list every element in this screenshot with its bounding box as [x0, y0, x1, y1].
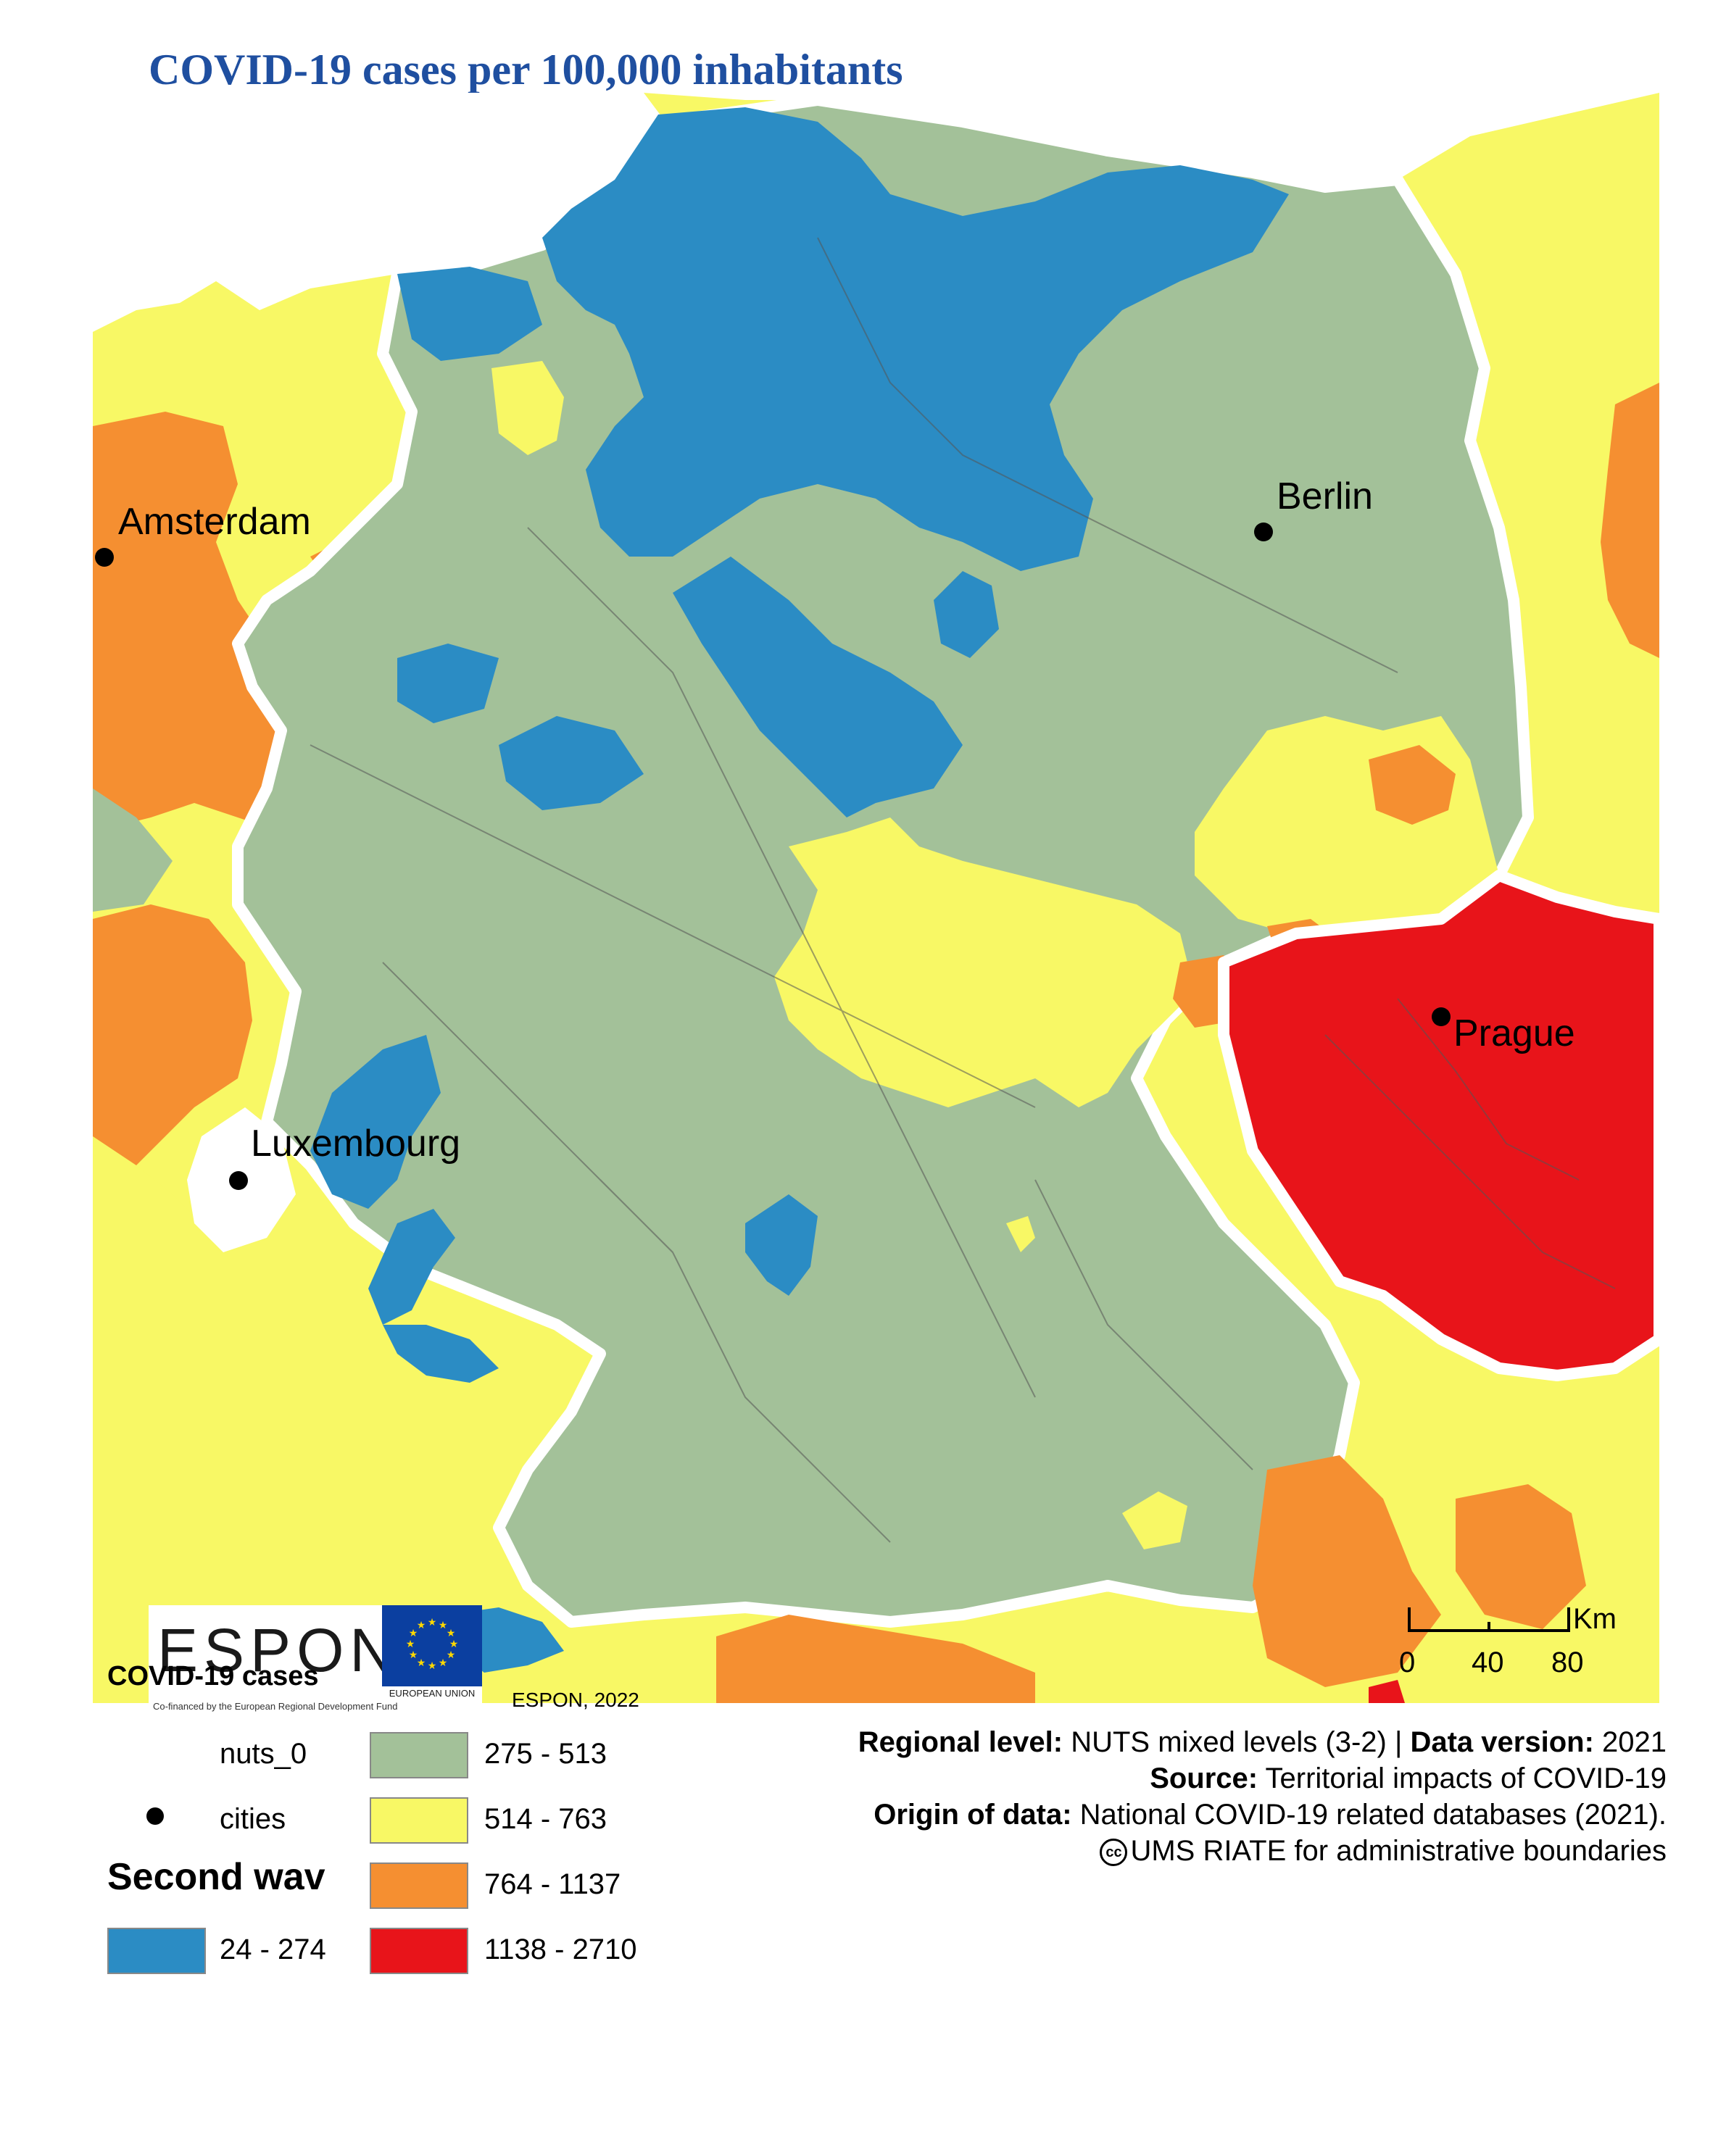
espon-logo: ESPON Co-financed by the European Region…	[149, 1605, 482, 1714]
city-label-prague: Prague	[1453, 1012, 1575, 1054]
region-boundaries	[310, 237, 1616, 1543]
legend-section-title: Second wav	[107, 1856, 325, 1898]
city-label-luxembourg: Luxembourg	[251, 1123, 461, 1165]
legend-label-class-1: 24 - 274	[220, 1934, 326, 1965]
info-source: Source: Territorial impacts of COVID-19	[1150, 1762, 1667, 1795]
scale-tick-0: 0	[1399, 1647, 1416, 1678]
legend-swatch-class-5	[370, 1928, 468, 1974]
svg-text:★: ★	[417, 1657, 426, 1668]
legend-label-class-3: 514 - 763	[484, 1803, 607, 1835]
info-boundaries-text: UMS RIATE for administrative boundaries	[1130, 1835, 1667, 1867]
region-red-small	[1369, 1680, 1405, 1703]
legend-layer-title: COVID-19 cases	[107, 1661, 319, 1691]
info-boundaries: cc UMS RIATE for administrative boundarie…	[1100, 1835, 1667, 1868]
city-label-amsterdam: Amsterdam	[118, 501, 311, 543]
region-yellow-central	[774, 817, 1195, 1107]
legend-swatch-class-1	[107, 1928, 206, 1974]
region-blue-luxembourg	[310, 1035, 441, 1209]
info-origin: Origin of data: National COVID-19 relate…	[874, 1799, 1667, 1831]
region-belgium-yellow	[93, 1136, 202, 1274]
eu-flag-icon: ★ ★ ★ ★ ★ ★ ★ ★ ★ ★ ★ ★	[382, 1605, 482, 1686]
svg-text:★: ★	[447, 1627, 456, 1639]
info-source-value: Territorial impacts of COVID-19	[1258, 1762, 1667, 1794]
region-orange-austria-2	[1456, 1484, 1586, 1629]
info-data-version-key: Data version:	[1410, 1726, 1594, 1758]
svg-text:★: ★	[406, 1638, 415, 1649]
city-dot-amsterdam[interactable]	[95, 548, 114, 567]
scale-bar-line	[1408, 1607, 1570, 1632]
info-source-key: Source:	[1150, 1762, 1258, 1794]
region-yellow-west-1	[491, 361, 564, 455]
legend-label-class-4: 764 - 1137	[484, 1868, 621, 1900]
city-dot-prague[interactable]	[1432, 1007, 1451, 1026]
region-yellow-small-a	[1006, 1216, 1035, 1252]
region-orange-austria-1	[1253, 1455, 1441, 1687]
legend-swatch-class-3	[370, 1797, 468, 1844]
legend-cities-dot-icon	[146, 1807, 164, 1825]
sea-north-east	[644, 93, 1659, 187]
region-blue-west	[397, 267, 542, 361]
eu-caption: EUROPEAN UNION	[389, 1688, 476, 1699]
choropleth-map	[93, 93, 1659, 1703]
city-dot-luxembourg[interactable]	[229, 1171, 248, 1190]
svg-text:★: ★	[428, 1616, 437, 1628]
region-blue-small-2	[499, 716, 644, 810]
city-dot-berlin[interactable]	[1254, 523, 1273, 541]
legend-label-class-5: 1138 - 2710	[484, 1934, 637, 1965]
region-blue-rhine	[383, 1325, 499, 1383]
scale-tick-80: 80	[1551, 1647, 1584, 1678]
espon-wordmark: ESPON	[157, 1616, 400, 1684]
legend-cities-label: cities	[220, 1803, 286, 1835]
legend-swatch-class-4	[370, 1862, 468, 1909]
svg-text:★: ★	[439, 1657, 448, 1668]
scale-unit: Km	[1573, 1603, 1617, 1635]
region-blue-small-1	[397, 644, 499, 723]
info-data-version-value: 2021	[1593, 1726, 1667, 1758]
map-canvas[interactable]: Amsterdam Berlin Prague Luxembourg	[93, 93, 1659, 1703]
sea-north	[93, 93, 665, 332]
espon-credit: ESPON, 2022	[512, 1689, 639, 1711]
legend-swatch-class-2	[370, 1732, 468, 1778]
svg-text:★: ★	[439, 1619, 448, 1631]
info-regional-level-key: Regional level:	[858, 1726, 1063, 1758]
region-belgium-orange	[93, 904, 252, 1165]
svg-text:★: ★	[417, 1619, 426, 1631]
region-blue-north	[542, 107, 1289, 571]
scale-tick-40: 40	[1472, 1647, 1504, 1678]
svg-text:★: ★	[409, 1627, 418, 1639]
legend-nuts-label: nuts_0	[220, 1738, 307, 1770]
map-title: COVID-19 cases per 100,000 inhabitants	[149, 46, 903, 93]
region-blue-central	[673, 557, 963, 817]
legend-label-class-2: 275 - 513	[484, 1738, 607, 1770]
region-blue-saar	[368, 1209, 455, 1325]
region-orange-saxony-1	[1369, 745, 1456, 825]
eu-stars-icon: ★ ★★ ★★★ ★★★ ★★★	[406, 1616, 459, 1671]
creative-commons-icon: cc	[1100, 1839, 1128, 1867]
espon-tagline: Co-financed by the European Regional Dev…	[153, 1701, 398, 1712]
region-blue-small-3	[934, 571, 999, 658]
info-origin-key: Origin of data:	[874, 1799, 1072, 1831]
info-regional-level: Regional level: NUTS mixed levels (3-2) …	[858, 1726, 1667, 1759]
region-czech	[1218, 870, 1659, 1381]
region-blue-bavaria	[745, 1194, 818, 1296]
svg-text:★: ★	[409, 1649, 418, 1660]
info-regional-level-value: NUTS mixed levels (3-2) |	[1063, 1726, 1411, 1758]
city-label-berlin: Berlin	[1277, 475, 1373, 517]
region-yellow-small-b	[1122, 1491, 1187, 1549]
scale-bar: Km 0 40 80	[1392, 1602, 1617, 1681]
svg-text:★: ★	[449, 1638, 459, 1649]
region-orange-switz	[716, 1615, 1035, 1703]
info-origin-value: National COVID-19 related databases (202…	[1071, 1799, 1667, 1831]
svg-text:★: ★	[428, 1660, 437, 1671]
region-belgium-green	[93, 788, 173, 912]
region-orange-poland	[1601, 383, 1659, 658]
svg-text:★: ★	[447, 1649, 456, 1660]
